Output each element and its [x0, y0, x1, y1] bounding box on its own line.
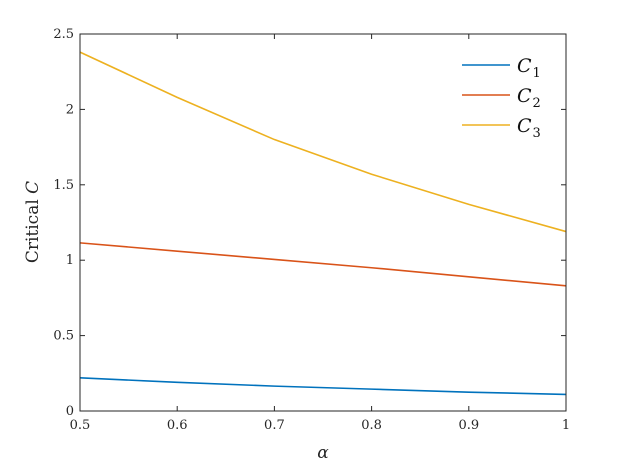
- axes-box: [79, 33, 567, 412]
- series-layer: [79, 51, 567, 396]
- y-tick-label: 0: [66, 404, 74, 419]
- x-tick-label: 0.5: [70, 418, 91, 433]
- plot-area: [80, 34, 566, 411]
- y-axis-label: Critical C: [23, 181, 43, 263]
- axes-layer: 0.5 0.6 0.7 0.8 0.9 100.511.522.5: [53, 27, 570, 433]
- x-tick-label: 1: [562, 418, 570, 433]
- y-tick-label: 2.5: [53, 27, 74, 42]
- x-tick-label: 0.6: [167, 418, 188, 433]
- legend-label-c2: C2: [517, 85, 541, 111]
- y-axis-label-text: Critical: [23, 199, 43, 263]
- x-axis-label: α: [317, 443, 329, 463]
- legend-label-c3: C3: [517, 115, 541, 141]
- y-tick-label: 1.5: [53, 178, 74, 193]
- series-line-c2: [79, 242, 567, 287]
- legend: C1 C2 C3: [462, 55, 541, 141]
- y-tick-label: 0.5: [53, 329, 74, 344]
- y-tick-label: 1: [66, 253, 74, 268]
- x-tick-label: 0.7: [264, 418, 285, 433]
- series-line-c3: [79, 51, 567, 233]
- legend-label-c1: C1: [517, 55, 541, 81]
- x-tick-label: 0.9: [458, 418, 479, 433]
- y-tick-label: 2: [66, 102, 74, 117]
- x-tick-label: 0.8: [361, 418, 382, 433]
- y-axis-label-symbol: C: [23, 181, 43, 194]
- series-line-c1: [79, 377, 567, 396]
